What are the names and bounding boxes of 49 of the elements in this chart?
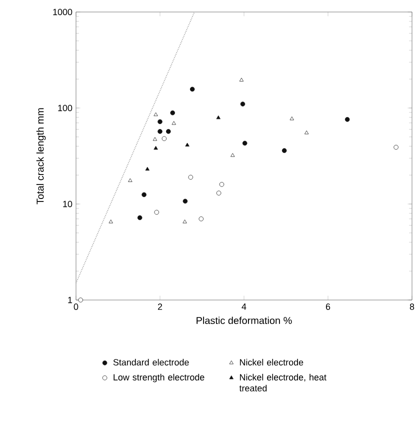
point xyxy=(158,129,162,134)
x-axis-title: Plastic deformation % xyxy=(196,316,292,324)
point xyxy=(216,190,222,196)
point xyxy=(154,146,158,150)
point xyxy=(182,198,188,204)
point xyxy=(282,148,287,153)
point xyxy=(142,192,146,198)
point xyxy=(162,136,167,141)
point xyxy=(182,220,187,224)
point xyxy=(128,178,132,182)
point xyxy=(185,142,190,146)
legend-label: Standard electrode xyxy=(113,358,189,366)
point xyxy=(230,153,235,157)
x-tick-label: 2 xyxy=(158,304,162,310)
point xyxy=(344,117,350,122)
y-tick-label: 1000 xyxy=(53,8,72,16)
point xyxy=(198,216,204,222)
x-tick-label: 0 xyxy=(74,304,78,310)
point xyxy=(216,115,220,120)
y-tick-label: 100 xyxy=(58,104,72,112)
point xyxy=(137,215,142,220)
point xyxy=(78,298,84,302)
point xyxy=(154,210,160,215)
point xyxy=(219,182,224,187)
y-axis-title: Total crack length mm xyxy=(36,108,46,204)
point xyxy=(172,121,176,125)
point xyxy=(188,174,194,180)
point xyxy=(108,220,113,224)
x-tick-label: 6 xyxy=(326,304,330,310)
point xyxy=(145,166,150,171)
y-tick-label: 10 xyxy=(63,200,72,208)
point xyxy=(170,110,175,116)
point xyxy=(304,130,309,134)
point xyxy=(158,119,162,124)
y-tick-label: 1 xyxy=(68,296,72,304)
legend-label: Nickel electrode, heat treated xyxy=(239,374,326,392)
x-tick-label: 8 xyxy=(410,304,414,310)
legend-label: Low strength electrode xyxy=(114,374,204,382)
point xyxy=(240,102,246,106)
point xyxy=(242,140,248,146)
point xyxy=(190,86,195,92)
point xyxy=(166,129,171,134)
point xyxy=(290,116,294,120)
point xyxy=(394,144,398,150)
point xyxy=(152,137,158,141)
x-tick-label: 4 xyxy=(242,304,246,310)
point xyxy=(239,78,244,82)
legend-label: Nickel electrode xyxy=(240,358,304,366)
point xyxy=(154,112,158,116)
